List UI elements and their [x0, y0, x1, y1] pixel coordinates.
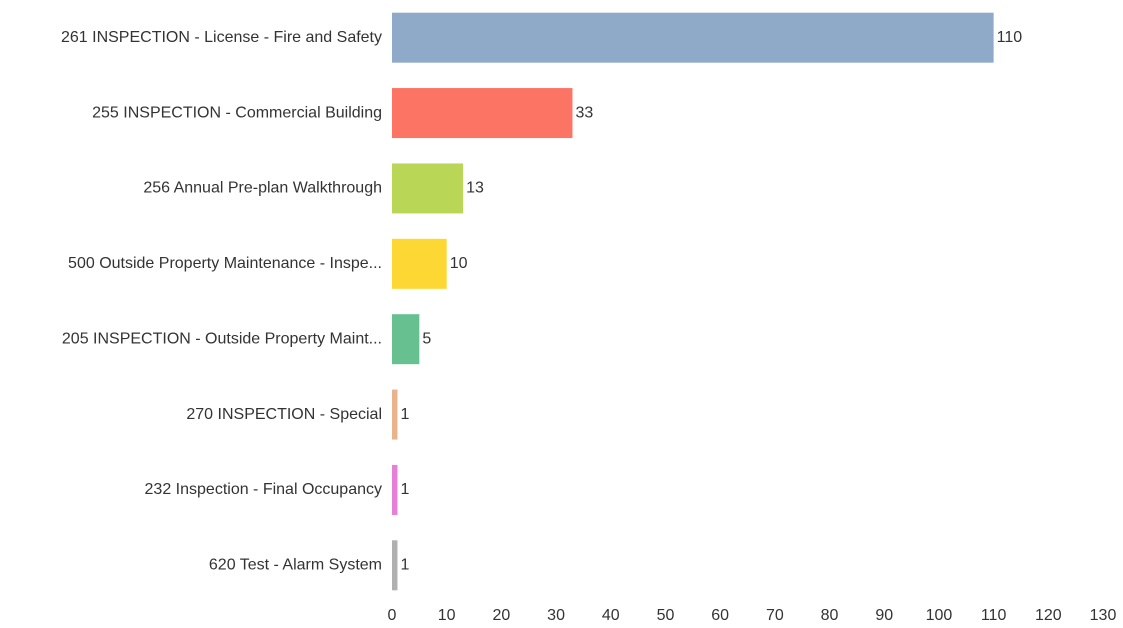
data-label: 13	[466, 180, 484, 197]
x-tick-label: 0	[388, 607, 397, 624]
x-tick-label: 120	[1035, 607, 1062, 624]
x-tick-label: 100	[926, 607, 953, 624]
y-tick-label: 261 INSPECTION - License - Fire and Safe…	[61, 29, 382, 46]
y-tick-label: 232 Inspection - Final Occupancy	[145, 481, 382, 498]
x-tick-label: 110	[981, 607, 1007, 624]
x-tick-label: 30	[547, 607, 565, 624]
x-tick-label: 40	[602, 607, 620, 624]
data-label: 5	[422, 330, 431, 347]
bar	[392, 12, 994, 63]
data-label: 1	[400, 557, 409, 574]
bar	[392, 464, 398, 515]
bar	[392, 88, 573, 139]
bar	[392, 540, 398, 591]
bar	[392, 238, 447, 289]
bar	[392, 163, 464, 214]
bar	[392, 314, 420, 365]
x-tick-label: 60	[711, 607, 729, 624]
x-tick-label: 10	[438, 607, 456, 624]
y-tick-label: 205 INSPECTION - Outside Property Maint.…	[62, 330, 382, 347]
x-tick-label: 70	[766, 607, 784, 624]
y-tick-label: 500 Outside Property Maintenance - Inspe…	[68, 255, 382, 272]
x-tick-label: 90	[875, 607, 893, 624]
data-label: 33	[575, 104, 593, 121]
y-tick-label: 255 INSPECTION - Commercial Building	[92, 104, 382, 121]
data-label: 110	[997, 29, 1023, 46]
x-tick-label: 20	[492, 607, 510, 624]
x-tick-label: 130	[1090, 607, 1117, 624]
bar	[392, 389, 398, 440]
y-tick-label: 270 INSPECTION - Special	[186, 406, 382, 423]
data-label: 1	[400, 481, 409, 498]
y-tick-label: 620 Test - Alarm System	[209, 557, 382, 574]
x-tick-label: 50	[657, 607, 675, 624]
y-tick-label: 256 Annual Pre-plan Walkthrough	[143, 180, 382, 197]
x-tick-label: 80	[821, 607, 839, 624]
data-label: 10	[450, 255, 468, 272]
data-label: 1	[400, 406, 409, 423]
